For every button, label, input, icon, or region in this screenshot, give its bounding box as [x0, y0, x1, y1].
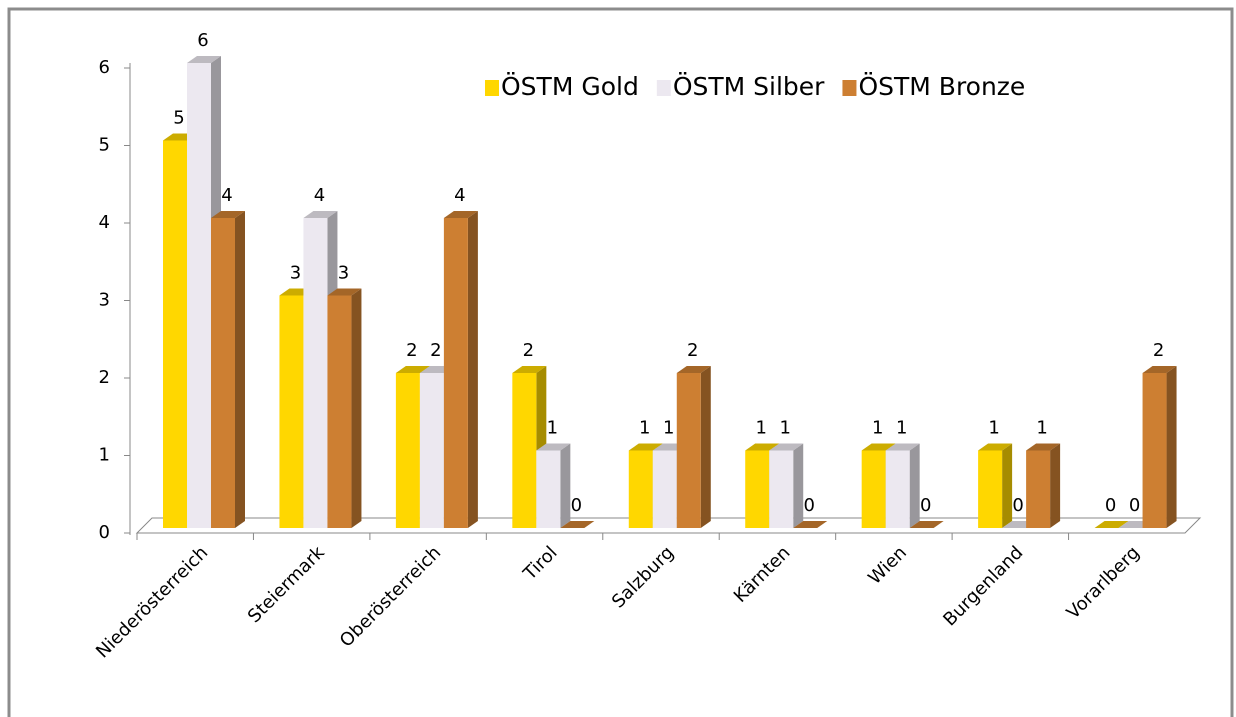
data-label: 1 — [547, 418, 558, 439]
bar-top — [861, 443, 896, 451]
bar-top — [769, 443, 804, 451]
bar-top — [793, 521, 828, 528]
data-label: 3 — [290, 263, 301, 284]
bar-top — [303, 211, 338, 218]
data-label: 4 — [314, 185, 325, 206]
bar-side — [351, 288, 362, 528]
bar-side — [560, 443, 571, 528]
legend-label: ÖSTM Bronze — [858, 72, 1025, 101]
y-tick-label: 2 — [99, 367, 110, 388]
bar-top — [745, 443, 780, 451]
data-label: 2 — [1153, 340, 1164, 361]
bar-top — [536, 443, 571, 451]
data-label: 6 — [197, 30, 208, 51]
bar — [652, 450, 677, 528]
data-label: 5 — [173, 108, 184, 129]
bar-side — [1002, 443, 1013, 528]
bar-top — [1142, 366, 1177, 373]
data-label: 4 — [454, 185, 465, 206]
data-label: 0 — [571, 495, 582, 516]
bar — [395, 373, 420, 528]
bar-side — [793, 443, 804, 528]
bar — [419, 373, 444, 528]
bar — [861, 450, 886, 528]
data-label: 1 — [663, 418, 674, 439]
bar — [628, 450, 653, 528]
legend-label: ÖSTM Silber — [673, 72, 825, 101]
bar-top — [327, 288, 362, 296]
bar — [303, 218, 328, 528]
data-label: 2 — [430, 340, 441, 361]
y-tick-label: 5 — [99, 135, 110, 156]
legend-swatch — [842, 80, 857, 96]
data-label: 2 — [523, 340, 534, 361]
bar-top — [978, 443, 1013, 451]
bar-side — [909, 443, 920, 528]
data-label: 1 — [896, 418, 907, 439]
y-tick-label: 3 — [99, 290, 110, 311]
y-tick-label: 0 — [99, 522, 110, 543]
data-label: 0 — [1012, 495, 1023, 516]
y-tick-label: 4 — [99, 212, 110, 233]
bar-side — [700, 366, 711, 528]
data-label: 1 — [988, 418, 999, 439]
bar-top — [676, 366, 711, 373]
data-label: 1 — [639, 418, 650, 439]
bar-top — [628, 443, 663, 451]
bar-top — [512, 366, 547, 373]
bar-top — [560, 521, 595, 528]
bar-side — [467, 211, 478, 528]
bar-side — [1166, 366, 1177, 528]
bar — [443, 218, 468, 528]
data-label: 2 — [687, 340, 698, 361]
bar-top — [211, 211, 245, 218]
bar — [279, 295, 304, 528]
bar — [1026, 450, 1051, 528]
data-label: 0 — [920, 495, 931, 516]
bar — [536, 450, 561, 528]
data-label: 1 — [1036, 418, 1047, 439]
bar-side — [1050, 443, 1061, 528]
data-label: 1 — [755, 418, 766, 439]
data-label: 0 — [803, 495, 814, 516]
bar-top — [1026, 443, 1061, 451]
bar-top — [885, 443, 920, 451]
data-label: 4 — [221, 185, 232, 206]
bar — [769, 450, 794, 528]
bar-top — [1094, 521, 1129, 528]
y-tick-label: 6 — [99, 57, 110, 78]
bar — [745, 450, 770, 528]
bar — [978, 450, 1003, 528]
legend-swatch — [656, 80, 671, 96]
bar — [163, 140, 187, 528]
bar — [211, 218, 235, 528]
data-label: 0 — [1129, 495, 1140, 516]
bar-top — [909, 521, 944, 528]
data-label: 2 — [406, 340, 417, 361]
bar — [885, 450, 910, 528]
legend-label: ÖSTM Gold — [501, 72, 639, 101]
data-label: 1 — [872, 418, 883, 439]
legend-swatch — [485, 80, 499, 96]
bar — [512, 373, 537, 528]
data-label: 3 — [338, 263, 349, 284]
bar — [327, 295, 352, 528]
data-label: 0 — [1105, 495, 1116, 516]
bar — [676, 373, 701, 528]
bar-top — [443, 211, 478, 218]
bar-side — [235, 211, 245, 528]
y-tick-label: 1 — [99, 445, 110, 466]
bar-top — [187, 56, 221, 63]
data-label: 1 — [779, 418, 790, 439]
bar-top — [395, 366, 430, 373]
bar — [187, 63, 211, 528]
bar — [1142, 373, 1167, 528]
